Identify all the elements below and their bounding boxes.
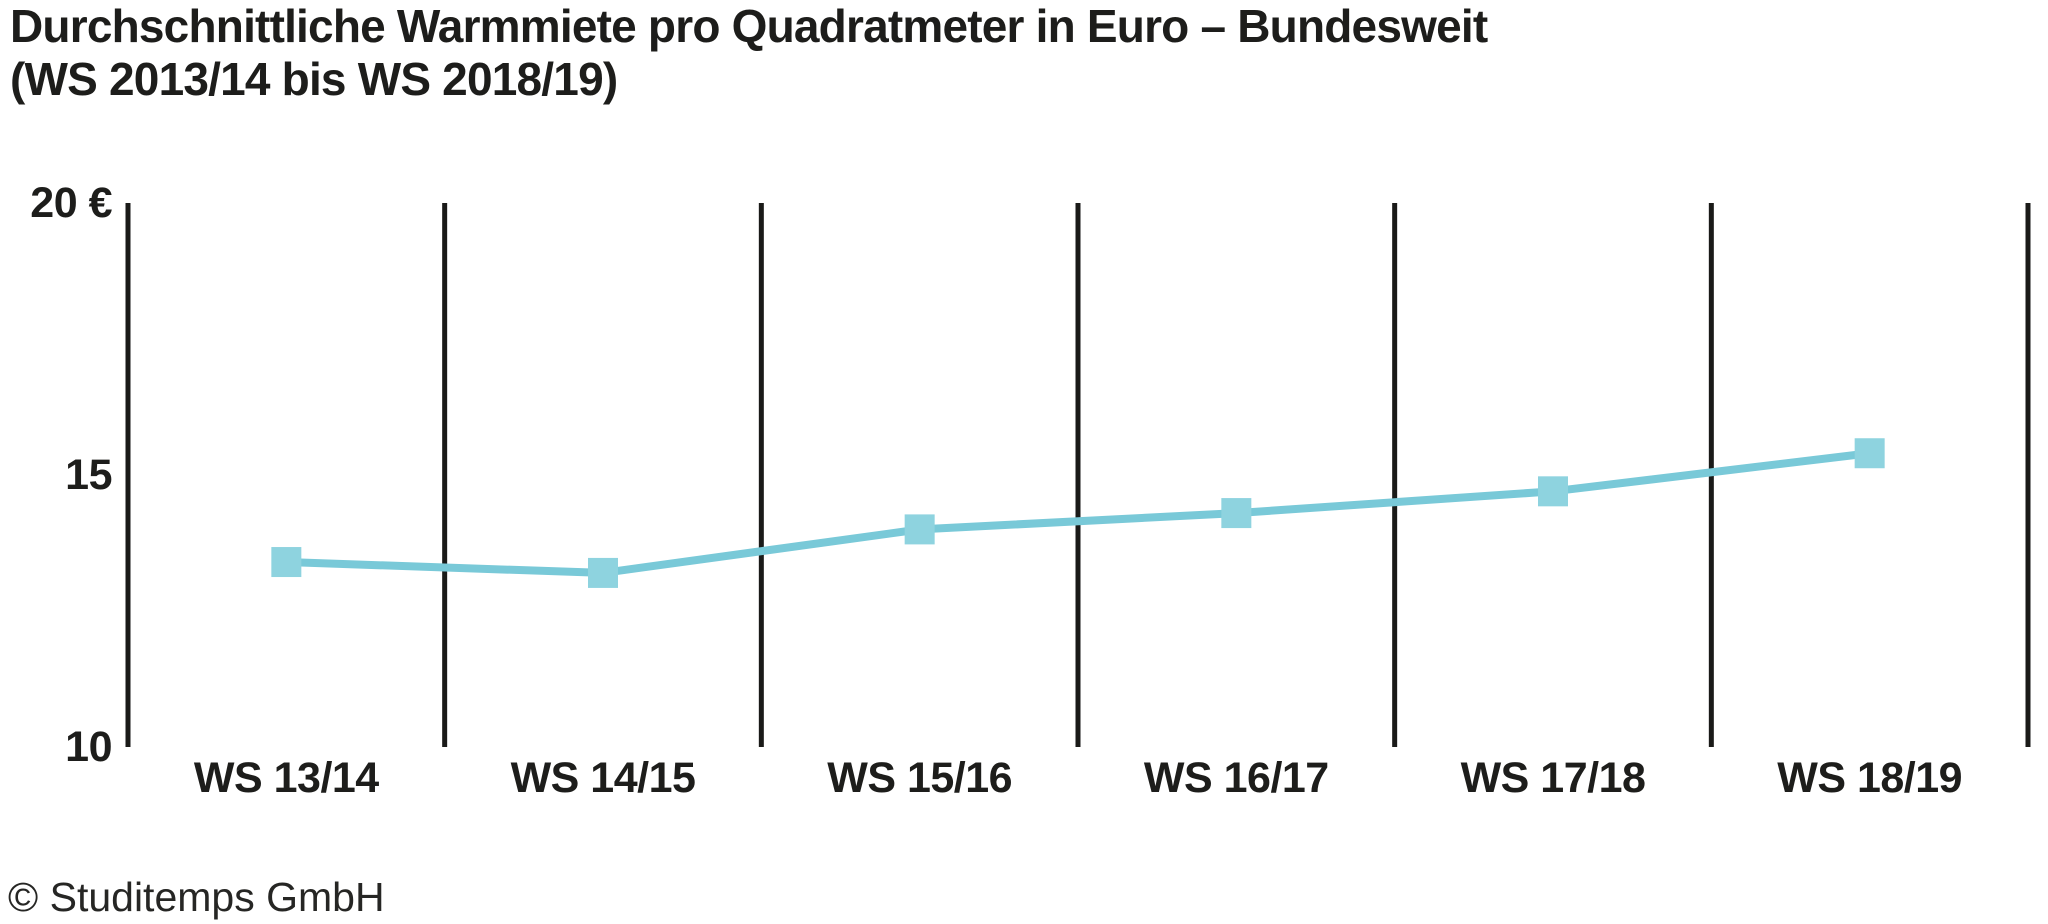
data-line	[286, 449, 1871, 577]
y-axis-tick-label: 15	[65, 451, 112, 499]
x-axis-label: WS 18/19	[1777, 754, 1962, 802]
data-point-marker	[271, 547, 302, 578]
chart-subtitle: (WS 2013/14 bis WS 2018/19)	[10, 53, 618, 105]
data-point-marker	[1538, 476, 1568, 507]
data-point-marker	[588, 557, 618, 588]
data-point-marker	[1221, 498, 1252, 529]
data-point-marker	[904, 514, 935, 545]
x-axis-label: WS 15/16	[827, 754, 1012, 802]
x-axis-label: WS 17/18	[1461, 754, 1646, 802]
y-axis-tick-label: 20 €	[30, 179, 112, 227]
chart-title: Durchschnittliche Warmmiete pro Quadratm…	[10, 0, 1488, 52]
chart-title-block: Durchschnittliche Warmmiete pro Quadratm…	[10, 0, 1488, 106]
data-point-marker	[1854, 438, 1885, 469]
x-axis-label: WS 13/14	[194, 754, 379, 802]
x-axis-label: WS 16/17	[1144, 754, 1329, 802]
y-axis-tick-label: 10	[65, 723, 112, 771]
x-axis-label: WS 14/15	[511, 754, 696, 802]
copyright-note: © Studitemps GmbH	[8, 874, 385, 920]
